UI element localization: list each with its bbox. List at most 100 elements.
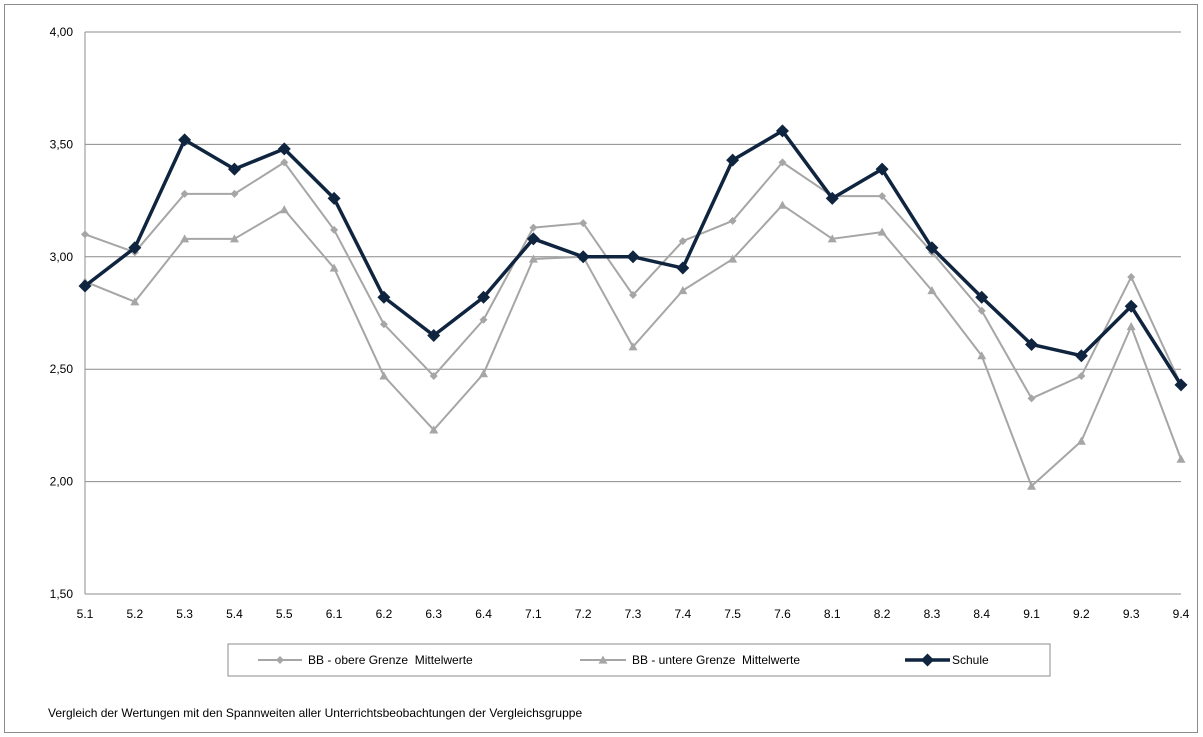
data-point-untere (379, 371, 389, 380)
data-point-schule (875, 162, 889, 176)
legend-label-schule: Schule (952, 653, 989, 667)
data-point-schule (178, 133, 192, 147)
series-line-obere (84, 161, 1182, 400)
y-tick-label: 4,00 (50, 25, 74, 39)
data-point-untere (877, 227, 887, 236)
data-point-schule (427, 328, 441, 342)
x-tick-label: 9.3 (1123, 607, 1140, 621)
data-point-obere (379, 320, 388, 329)
axes: 1,50 2,00 2,50 3,00 3,50 4,00 5.1 5.2 5.3 5.4 5.5 6… (50, 25, 1190, 621)
data-point-untere (977, 351, 987, 360)
data-point-schule (277, 142, 291, 156)
x-tick-label: 8.2 (874, 607, 891, 621)
data-point-obere (728, 216, 737, 225)
series-untere (80, 200, 1186, 490)
series-schule (78, 124, 1188, 392)
chart-caption: Vergleich der Wertungen mit den Spannwei… (48, 706, 583, 720)
data-point-schule (1074, 349, 1088, 363)
data-point-schule (128, 241, 142, 255)
data-point-obere (180, 189, 189, 198)
y-tick-label: 3,00 (50, 250, 74, 264)
data-point-schule (576, 250, 590, 264)
y-tick-label: 2,00 (50, 475, 74, 489)
legend-label-obere: BB - obere Grenze Mittelwerte (308, 653, 473, 667)
x-tick-label: 6.3 (425, 607, 442, 621)
data-point-schule (1174, 378, 1188, 392)
data-point-obere (230, 189, 239, 198)
data-point-schule (775, 124, 789, 138)
data-point-obere (878, 192, 887, 201)
data-point-untere (479, 369, 489, 378)
x-tick-label: 8.4 (973, 607, 990, 621)
x-tick-label: 5.2 (126, 607, 143, 621)
data-point-obere (778, 158, 787, 167)
x-tick-label: 7.3 (625, 607, 642, 621)
data-point-untere (429, 425, 439, 434)
data-point-obere (977, 306, 986, 315)
y-tick-label: 1,50 (50, 587, 74, 601)
data-point-untere (1176, 454, 1186, 463)
data-point-untere (1027, 481, 1037, 490)
x-tick-label: 5.4 (226, 607, 243, 621)
data-point-schule (78, 279, 92, 293)
data-point-schule (327, 191, 341, 205)
legend-marker-untere (598, 655, 608, 664)
data-point-untere (628, 342, 638, 351)
x-tick-label: 5.5 (276, 607, 293, 621)
data-point-untere (777, 200, 787, 209)
x-tick-label: 7.1 (525, 607, 542, 621)
data-point-untere (678, 286, 688, 295)
x-tick-label: 6.4 (475, 607, 492, 621)
y-tick-label: 2,50 (50, 362, 74, 376)
data-point-schule (925, 241, 939, 255)
data-point-schule (676, 261, 690, 275)
data-point-schule (726, 153, 740, 167)
x-tick-label: 7.4 (674, 607, 691, 621)
data-point-schule (526, 232, 540, 246)
legend-marker-schule (921, 653, 934, 667)
x-tick-label: 9.4 (1173, 607, 1190, 621)
data-point-untere (528, 254, 538, 263)
data-point-untere (827, 234, 837, 243)
data-point-schule (377, 290, 391, 304)
legend-marker-obere (276, 656, 284, 664)
x-tick-label: 5.3 (176, 607, 193, 621)
x-tick-label: 6.2 (376, 607, 393, 621)
data-point-obere (678, 237, 687, 246)
data-point-obere (429, 371, 438, 380)
x-tick-label: 9.2 (1073, 607, 1090, 621)
data-point-untere (1076, 436, 1086, 445)
data-point-untere (279, 205, 289, 214)
x-tick-label: 8.3 (924, 607, 941, 621)
data-point-obere (1027, 394, 1036, 403)
data-point-obere (1127, 273, 1136, 282)
data-point-untere (130, 297, 140, 306)
data-point-untere (229, 234, 239, 243)
data-point-obere (579, 219, 588, 228)
data-point-obere (479, 315, 488, 324)
legend-label-untere: BB - untere Grenze Mittelwerte (632, 653, 800, 667)
legend: BB - obere Grenze Mittelwerte BB - untere… (227, 643, 1051, 677)
data-point-schule (477, 290, 491, 304)
data-point-schule (626, 250, 640, 264)
data-point-schule (1124, 299, 1138, 313)
x-tick-label: 8.1 (824, 607, 841, 621)
data-point-obere (330, 225, 339, 234)
x-tick-label: 7.2 (575, 607, 592, 621)
data-point-schule (825, 191, 839, 205)
data-point-obere (629, 291, 637, 300)
data-point-untere (927, 286, 937, 295)
y-tick-label: 3,50 (50, 137, 74, 151)
data-point-schule (975, 290, 989, 304)
data-point-schule (227, 162, 241, 176)
x-tick-label: 7.6 (774, 607, 791, 621)
series-obere (81, 158, 1185, 403)
data-point-untere (1126, 321, 1136, 331)
x-tick-label: 5.1 (77, 607, 94, 621)
data-point-obere (1077, 371, 1086, 380)
data-point-obere (81, 230, 89, 239)
data-point-untere (728, 254, 738, 263)
chart-frame (4, 4, 1198, 733)
x-tick-label: 6.1 (326, 607, 343, 621)
